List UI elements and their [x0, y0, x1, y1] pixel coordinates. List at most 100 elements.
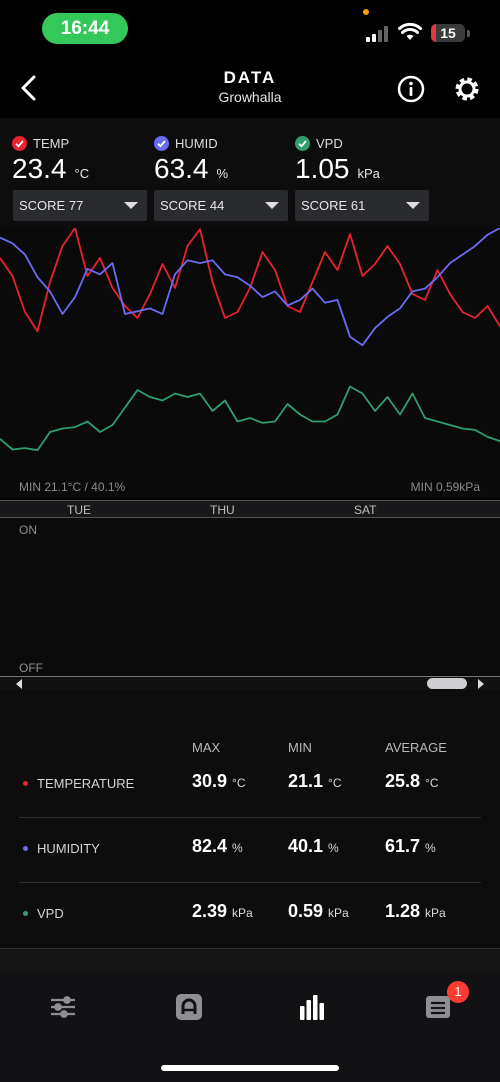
device-state-track: ON OFF	[0, 518, 500, 676]
list-icon	[426, 996, 450, 1018]
score-label: SCORE 77	[19, 198, 84, 213]
column-header-average: AVERAGE	[385, 740, 447, 755]
min-annotation-vpd: MIN 0.59kPa	[410, 480, 480, 494]
timeline-scrollbar[interactable]	[0, 676, 500, 690]
bar-chart-icon	[300, 995, 324, 1020]
series-dot	[23, 781, 28, 786]
stat-unit: °C	[425, 776, 439, 790]
stat-row-label: TEMPERATURE	[37, 776, 135, 791]
check-circle-icon[interactable]	[154, 135, 169, 151]
caret-down-icon	[406, 202, 420, 209]
metric-label: VPD	[316, 135, 343, 151]
metric-panel: TEMP 23.4 °C HUMID 63.4% VPD 1.05 kPa SCOR…	[0, 118, 500, 228]
stat-unit: kPa	[328, 906, 349, 920]
stat-average: 1.28	[385, 901, 421, 921]
chevron-left-icon	[21, 75, 36, 101]
metric-temp[interactable]: TEMP 23.4 °C	[12, 134, 147, 185]
wifi-icon	[398, 22, 422, 40]
score-label: SCORE 61	[301, 198, 366, 213]
off-label: OFF	[19, 661, 43, 675]
tab-logs[interactable]	[423, 992, 453, 1022]
stat-min: 21.1	[288, 771, 324, 791]
stat-row-vpd: VPD 2.39 kPa 0.59 kPa 1.28 kPa	[19, 883, 481, 948]
column-header-max: MAX	[192, 740, 221, 755]
stat-min: 40.1	[288, 836, 324, 856]
stat-unit: °C	[232, 776, 246, 790]
metric-unit: kPa	[357, 166, 380, 181]
history-chart[interactable]: MIN 21.1°C / 40.1% MIN 0.59kPa	[0, 228, 500, 498]
section-divider	[0, 948, 500, 974]
stat-max: 2.39	[192, 901, 228, 921]
series-line-humid	[0, 228, 500, 347]
metric-humid[interactable]: HUMID 63.4%	[154, 134, 289, 185]
metric-value: 63.4	[154, 153, 209, 184]
stat-unit: kPa	[232, 906, 253, 920]
min-annotation-temp-humid: MIN 21.1°C / 40.1%	[19, 480, 126, 494]
metric-unit: °C	[74, 166, 90, 181]
info-button[interactable]	[397, 75, 425, 103]
scroll-thumb[interactable]	[427, 678, 467, 689]
stat-row-label: HUMIDITY	[37, 841, 100, 856]
gear-icon	[455, 77, 479, 101]
back-button[interactable]	[14, 72, 44, 104]
page-title: DATA	[223, 68, 277, 87]
stat-unit: °C	[328, 776, 342, 790]
check-circle-icon[interactable]	[295, 135, 310, 151]
info-icon	[397, 75, 425, 103]
series-dot	[23, 911, 28, 916]
battery-cap	[467, 30, 470, 37]
score-dropdown-vpd[interactable]: SCORE 61	[295, 190, 429, 221]
metric-vpd[interactable]: VPD 1.05 kPa	[295, 134, 430, 185]
day-axis: TUE THU SAT	[0, 500, 500, 518]
notification-badge: 1	[447, 981, 469, 1003]
stat-min: 0.59	[288, 901, 324, 921]
sliders-icon	[51, 996, 75, 1018]
metric-value: 23.4	[12, 153, 67, 184]
home-indicator[interactable]	[161, 1065, 339, 1071]
device-icon	[176, 994, 202, 1020]
stat-row-humidity: HUMIDITY 82.4% 40.1% 61.7%	[19, 818, 481, 883]
x-tick-label: THU	[210, 503, 235, 517]
battery-level: 15	[440, 25, 456, 41]
stat-average: 25.8	[385, 771, 421, 791]
stat-unit: %	[232, 841, 243, 855]
series-line-vpd	[0, 385, 500, 452]
settings-button[interactable]	[452, 74, 482, 104]
x-tick-label: TUE	[67, 503, 91, 517]
score-label: SCORE 44	[160, 198, 225, 213]
column-header-min: MIN	[288, 740, 312, 755]
status-bar: 16:44 15	[0, 0, 500, 60]
series-line-temp	[0, 228, 500, 333]
device-name: Growhalla	[218, 89, 282, 105]
chart-canvas	[0, 228, 500, 452]
x-tick-label: SAT	[354, 503, 377, 517]
metric-label: TEMP	[33, 135, 70, 151]
stat-row-label: VPD	[37, 906, 64, 921]
stat-unit: %	[328, 841, 339, 855]
clock: 16:44	[42, 13, 128, 44]
cellular-signal-icon	[366, 26, 390, 42]
scroll-left-icon[interactable]	[16, 679, 22, 689]
battery-fill	[431, 24, 437, 42]
caret-down-icon	[265, 202, 279, 209]
stat-unit: kPa	[425, 906, 446, 920]
on-label: ON	[19, 523, 37, 537]
tab-devices[interactable]	[174, 992, 204, 1022]
battery-icon: 15	[431, 24, 465, 42]
metric-label: HUMID	[175, 135, 218, 151]
tab-controls[interactable]	[48, 992, 78, 1022]
stat-max: 30.9	[192, 771, 228, 791]
scroll-right-icon[interactable]	[478, 679, 484, 689]
caret-down-icon	[124, 202, 138, 209]
check-circle-icon[interactable]	[12, 135, 27, 151]
stats-table: MAX MIN AVERAGE TEMPERATURE 30.9 °C 21.1 °…	[0, 690, 500, 948]
score-dropdown-temp[interactable]: SCORE 77	[13, 190, 147, 221]
stat-max: 82.4	[192, 836, 228, 856]
stat-average: 61.7	[385, 836, 421, 856]
tab-data[interactable]	[298, 992, 328, 1022]
metric-value: 1.05	[295, 153, 350, 184]
tab-bar	[0, 974, 500, 1082]
mic-indicator-dot	[363, 9, 369, 15]
nav-bar: DATA Growhalla	[0, 60, 500, 116]
score-dropdown-humid[interactable]: SCORE 44	[154, 190, 288, 221]
